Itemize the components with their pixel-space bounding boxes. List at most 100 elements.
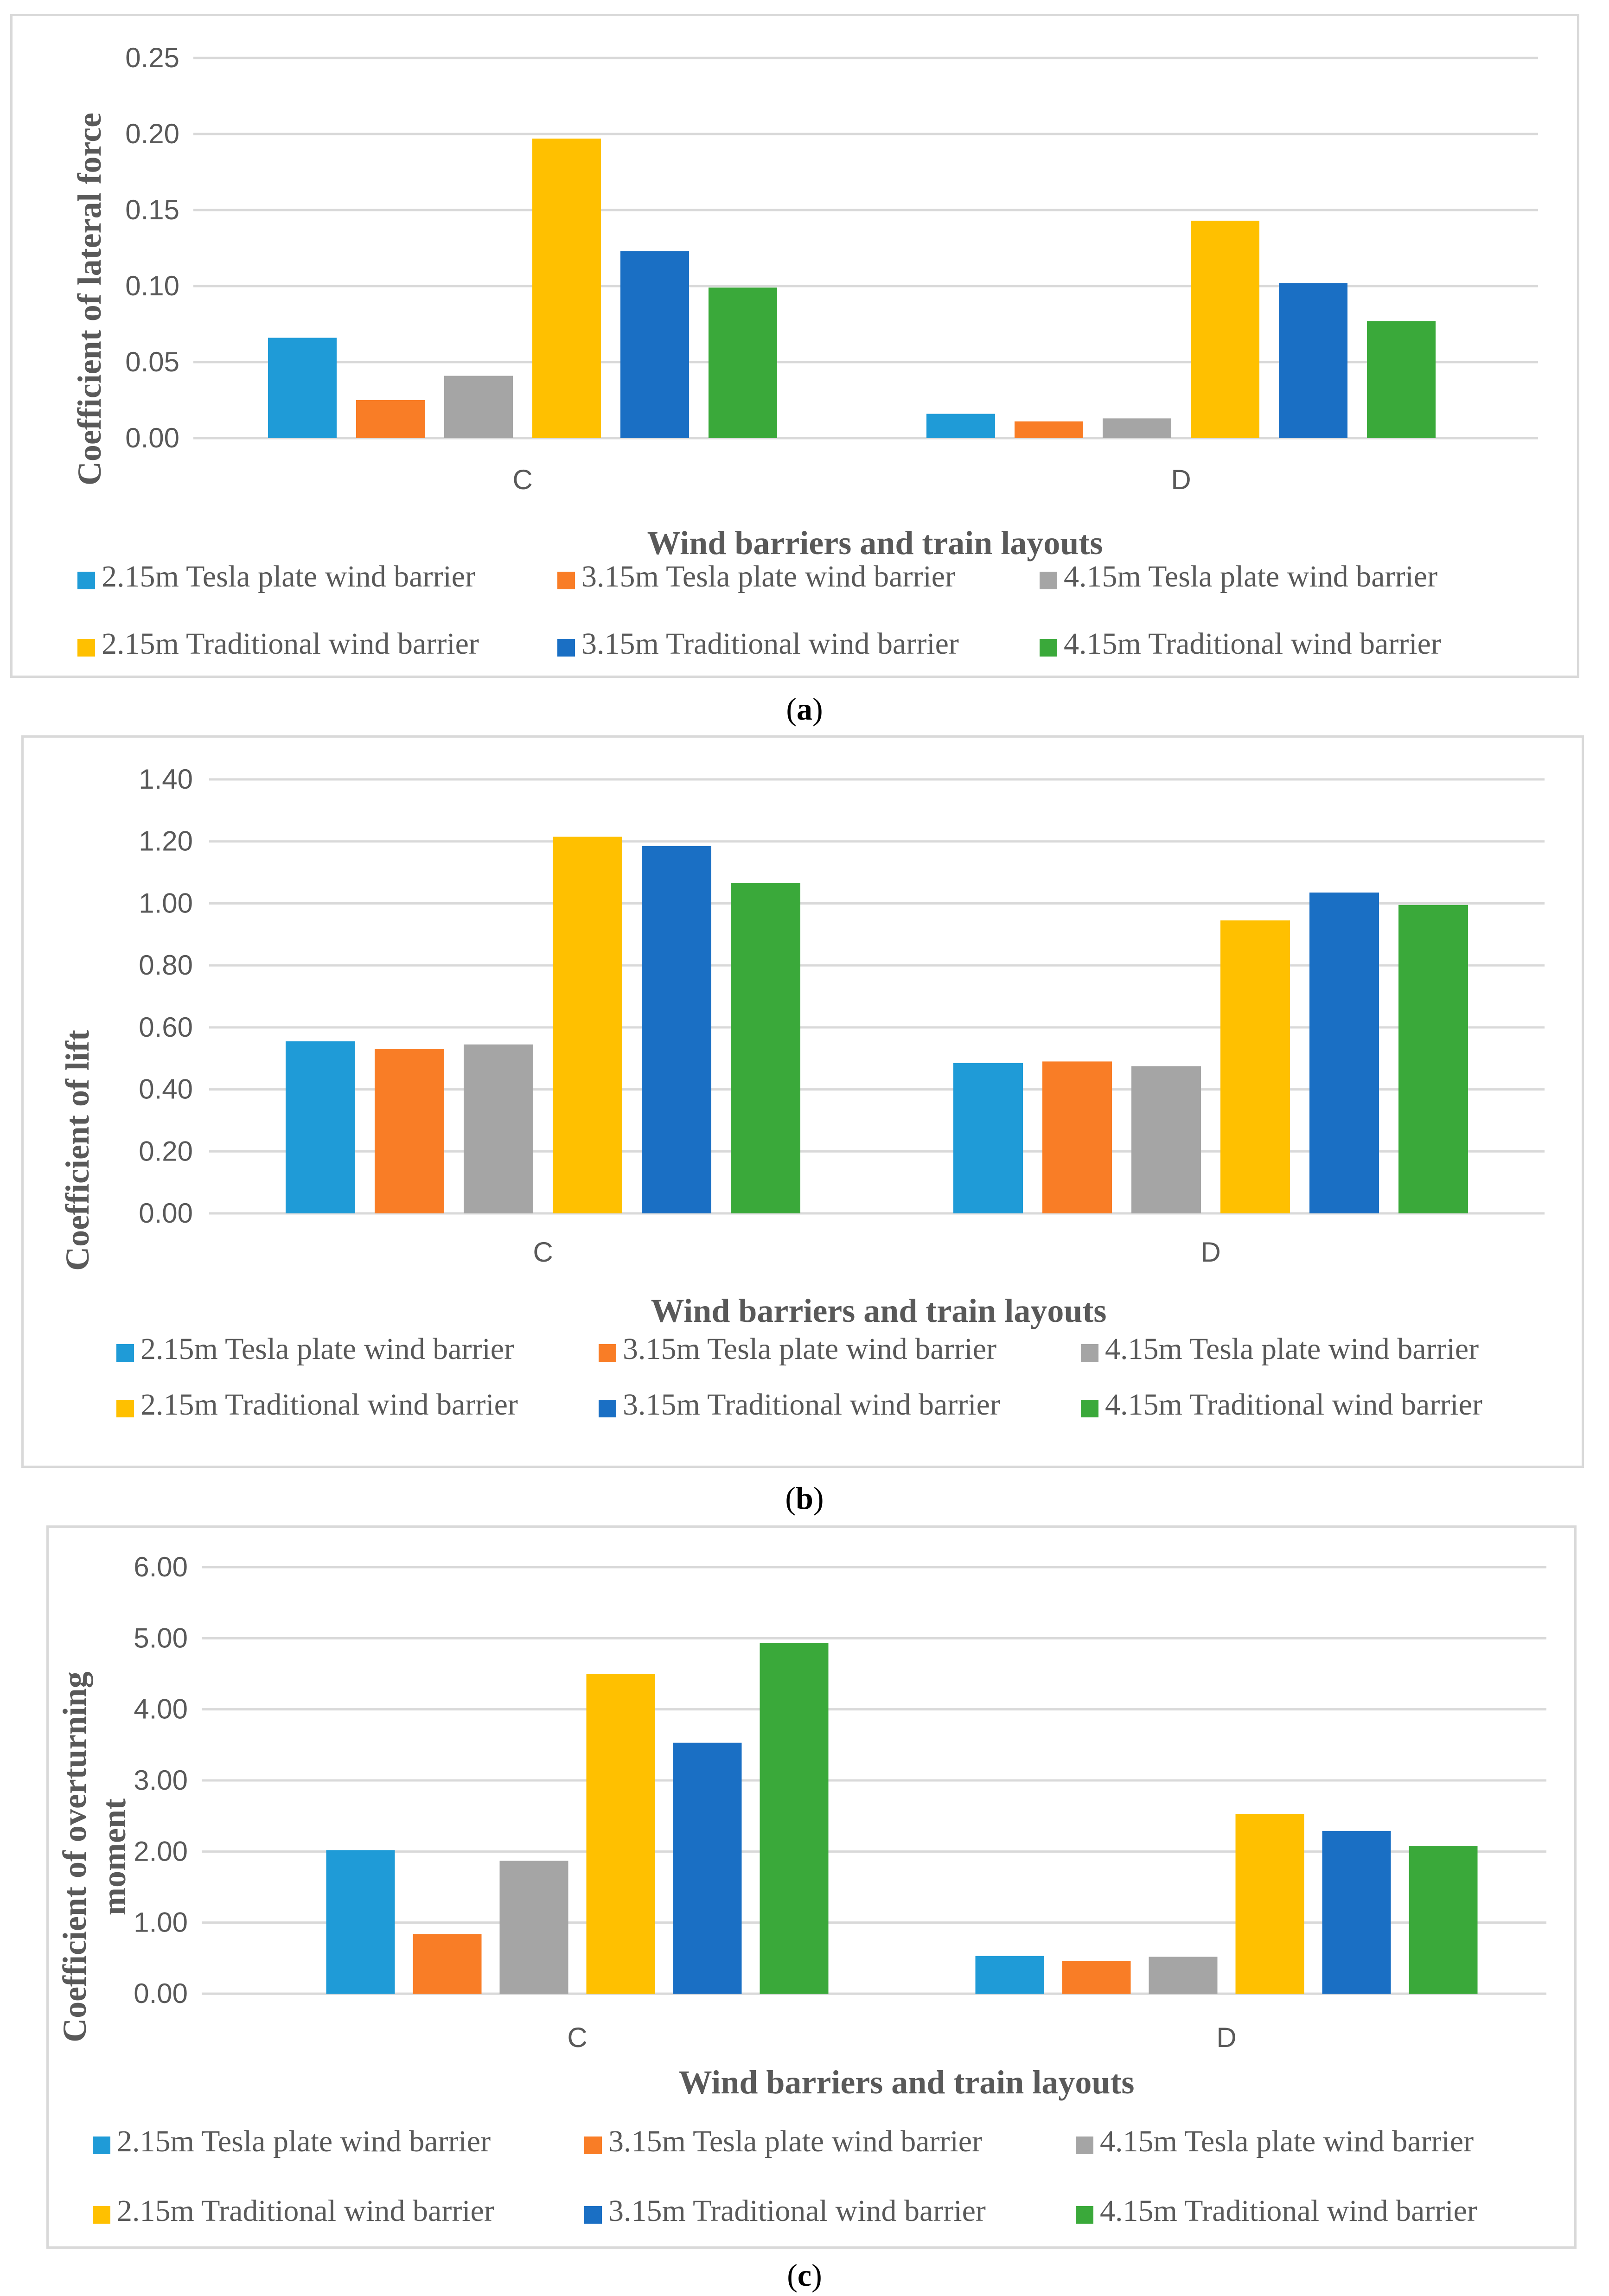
x-tick-label: D bbox=[1171, 464, 1191, 495]
legend-label: 4.15m Tesla plate wind barrier bbox=[1105, 1332, 1479, 1366]
bar-D-series-1 bbox=[926, 414, 995, 438]
y-tick-label: 0.00 bbox=[125, 422, 179, 453]
bar-D-series-5 bbox=[1279, 283, 1347, 438]
bar-D-series-2 bbox=[1062, 1961, 1131, 1994]
legend-label: 4.15m Traditional wind barrier bbox=[1100, 2194, 1477, 2228]
legend-label: 2.15m Traditional wind barrier bbox=[117, 2194, 494, 2228]
legend-label: 2.15m Tesla plate wind barrier bbox=[140, 1332, 514, 1366]
ylabel-b: Coefficient of lift bbox=[59, 1030, 96, 1271]
legend-label: 3.15m Tesla plate wind barrier bbox=[608, 2124, 982, 2158]
legend-swatch bbox=[599, 1344, 616, 1362]
ylabel-c-line1: Coefficient of overturning bbox=[56, 1671, 93, 2042]
legend-swatch bbox=[77, 572, 95, 589]
xlabel-a: Wind barriers and train layouts bbox=[647, 524, 1103, 561]
chart-panel-a: 0.00 0.05 0.10 0.15 0.20 0.25 C D Coefficient … bbox=[10, 14, 1579, 678]
legend-swatch bbox=[77, 639, 95, 657]
y-tick-label: 0.20 bbox=[125, 118, 179, 149]
legend-label: 3.15m Traditional wind barrier bbox=[623, 1388, 1000, 1422]
bar-D-series-6 bbox=[1367, 321, 1436, 438]
chart-panel-b: 0.00 0.20 0.40 0.60 0.80 1.00 1.20 1.40 C D Coef… bbox=[21, 735, 1584, 1468]
legend-label: 4.15m Traditional wind barrier bbox=[1064, 627, 1441, 661]
legend-swatch bbox=[584, 2137, 602, 2154]
chart-panel-c: 0.00 1.00 2.00 3.00 4.00 5.00 6.00 C D Coeffici… bbox=[46, 1525, 1577, 2249]
bar-D-series-4 bbox=[1220, 920, 1290, 1213]
legend-swatch bbox=[584, 2206, 602, 2224]
caption-b: (b) bbox=[785, 1480, 824, 1516]
bar-C-series-4 bbox=[532, 138, 601, 439]
chart-b-svg: 0.00 0.20 0.40 0.60 0.80 1.00 1.20 1.40 C D Coef… bbox=[59, 764, 1545, 1422]
y-tick-label: 0.25 bbox=[125, 42, 179, 73]
legend-swatch bbox=[1040, 572, 1057, 589]
y-tick-label: 0.40 bbox=[139, 1074, 193, 1105]
bar-C-series-2 bbox=[356, 400, 425, 438]
legend-swatch bbox=[1081, 1344, 1098, 1362]
bar-C-series-5 bbox=[620, 251, 689, 438]
y-tick-label: 0.00 bbox=[134, 1978, 188, 2009]
legend-label: 3.15m Traditional wind barrier bbox=[581, 627, 959, 661]
legend-label: 3.15m Traditional wind barrier bbox=[608, 2194, 986, 2228]
y-tick-label: 1.40 bbox=[139, 764, 193, 795]
x-tick-label: D bbox=[1200, 1237, 1220, 1268]
bar-D-series-6 bbox=[1398, 905, 1468, 1213]
legend-swatch bbox=[1081, 1400, 1098, 1417]
bar-D-series-5 bbox=[1322, 1830, 1391, 1994]
bar-C-series-6 bbox=[760, 1643, 829, 1994]
chart-a-svg: 0.00 0.05 0.10 0.15 0.20 0.25 C D Coefficient … bbox=[71, 42, 1538, 661]
y-tick-label: 2.00 bbox=[134, 1836, 188, 1867]
bar-D-series-5 bbox=[1309, 893, 1379, 1213]
y-tick-label: 4.00 bbox=[134, 1694, 188, 1725]
bar-D-series-3 bbox=[1131, 1066, 1201, 1213]
legend-label: 2.15m Tesla plate wind barrier bbox=[117, 2124, 491, 2158]
legend-label: 4.15m Tesla plate wind barrier bbox=[1064, 560, 1437, 593]
y-tick-label: 5.00 bbox=[134, 1622, 188, 1653]
bar-D-series-3 bbox=[1103, 418, 1171, 438]
bar-C-series-3 bbox=[499, 1861, 568, 1994]
legend-swatch bbox=[599, 1400, 616, 1417]
legend-label: 3.15m Tesla plate wind barrier bbox=[581, 560, 955, 593]
bar-C-series-1 bbox=[326, 1850, 395, 1994]
legend-label: 2.15m Traditional wind barrier bbox=[102, 627, 479, 661]
legend-swatch bbox=[557, 639, 575, 657]
bar-C-series-1 bbox=[286, 1041, 355, 1213]
ylabel-c-line2: moment bbox=[96, 1799, 133, 1915]
bar-D-series-2 bbox=[1015, 421, 1083, 438]
x-tick-label: C bbox=[533, 1237, 553, 1268]
y-tick-label: 0.00 bbox=[139, 1198, 193, 1229]
bar-D-series-6 bbox=[1409, 1846, 1478, 1994]
y-tick-label: 1.20 bbox=[139, 826, 193, 857]
legend-swatch bbox=[116, 1344, 134, 1362]
caption-a: (a) bbox=[786, 691, 823, 727]
bar-C-series-2 bbox=[375, 1049, 444, 1213]
bar-C-series-5 bbox=[642, 846, 711, 1213]
legend-swatch bbox=[93, 2137, 110, 2154]
y-tick-label: 6.00 bbox=[134, 1551, 188, 1582]
y-tick-label: 0.10 bbox=[125, 270, 179, 301]
bar-C-series-6 bbox=[731, 883, 800, 1213]
bar-D-series-4 bbox=[1191, 220, 1259, 438]
y-tick-label: 0.80 bbox=[139, 950, 193, 981]
legend-label: 2.15m Tesla plate wind barrier bbox=[102, 560, 475, 593]
bar-D-series-1 bbox=[953, 1063, 1023, 1213]
xlabel-c: Wind barriers and train layouts bbox=[679, 2064, 1135, 2101]
bar-C-series-4 bbox=[553, 836, 622, 1213]
y-tick-label: 3.00 bbox=[134, 1765, 188, 1796]
legend-label: 4.15m Tesla plate wind barrier bbox=[1100, 2124, 1474, 2158]
x-tick-label: C bbox=[512, 464, 532, 495]
y-tick-label: 0.15 bbox=[125, 194, 179, 225]
legend-swatch bbox=[557, 572, 575, 589]
bar-C-series-2 bbox=[413, 1934, 482, 1994]
bar-D-series-2 bbox=[1042, 1061, 1112, 1213]
legend-swatch bbox=[1076, 2137, 1093, 2154]
ylabel-a: Coefficient of lateral force bbox=[71, 113, 108, 485]
x-tick-label: C bbox=[567, 2022, 587, 2053]
bar-C-series-4 bbox=[586, 1674, 655, 1994]
legend-label: 4.15m Traditional wind barrier bbox=[1105, 1388, 1482, 1422]
bar-C-series-5 bbox=[673, 1742, 742, 1994]
caption-c: (c) bbox=[787, 2258, 822, 2293]
bar-C-series-3 bbox=[444, 376, 513, 438]
legend-swatch bbox=[1076, 2206, 1093, 2224]
bar-D-series-4 bbox=[1235, 1814, 1304, 1994]
bar-C-series-6 bbox=[709, 287, 777, 438]
y-tick-label: 0.60 bbox=[139, 1012, 193, 1043]
legend-label: 2.15m Traditional wind barrier bbox=[140, 1388, 518, 1422]
